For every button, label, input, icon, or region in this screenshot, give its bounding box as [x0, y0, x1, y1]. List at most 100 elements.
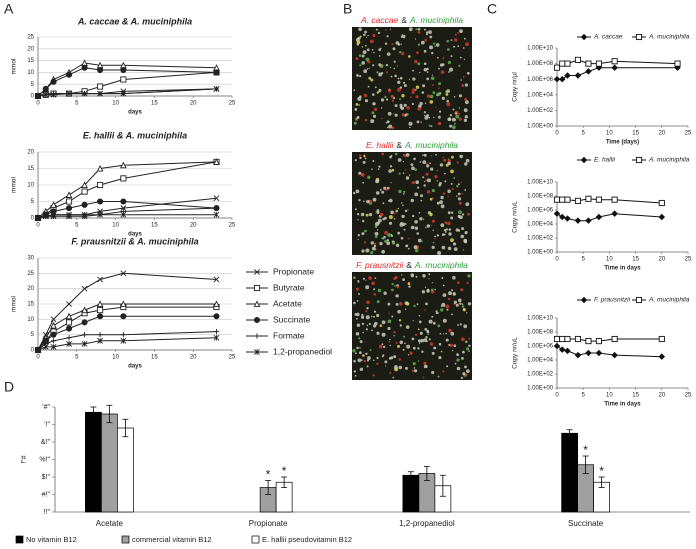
cell	[354, 208, 357, 211]
cell	[445, 332, 448, 335]
cell	[378, 72, 383, 77]
cell	[445, 93, 449, 96]
cell	[399, 103, 403, 107]
cell	[458, 64, 461, 67]
cell	[373, 244, 377, 248]
cell	[447, 297, 451, 301]
x-tick-label: 10	[112, 101, 119, 107]
cell	[367, 85, 370, 88]
y-axis-label: Copy nr/uL	[512, 337, 519, 369]
error-bar	[598, 476, 605, 488]
cell	[412, 214, 415, 218]
point	[97, 66, 104, 74]
cell	[394, 104, 398, 108]
cell	[457, 31, 460, 34]
cell	[368, 67, 370, 69]
cell	[419, 331, 423, 335]
cell	[465, 158, 470, 163]
cell	[468, 338, 470, 340]
cell	[447, 246, 452, 251]
y-tick-label: 20	[27, 286, 34, 292]
cell	[425, 336, 428, 339]
series-line	[37, 337, 217, 351]
cell	[465, 42, 469, 46]
cell	[468, 350, 470, 352]
legend-marker	[580, 33, 588, 41]
cell	[390, 66, 392, 69]
x-tick-label: 5	[582, 131, 586, 137]
point	[120, 211, 127, 218]
cell	[358, 293, 360, 295]
cell	[416, 120, 420, 124]
cell	[387, 233, 392, 237]
cell	[438, 342, 442, 346]
cell	[386, 239, 389, 242]
y-axis-label: mmol	[11, 296, 18, 312]
y-tick-label: 0	[31, 348, 35, 354]
cell	[389, 371, 392, 374]
cell	[359, 64, 362, 67]
cell	[398, 172, 401, 175]
cell	[386, 241, 391, 246]
cell	[428, 338, 431, 341]
cell	[400, 106, 405, 111]
cell	[383, 291, 387, 295]
x-tick-label: 10	[112, 223, 119, 229]
y-tick-label: 1.00E+02	[527, 372, 554, 378]
cell	[447, 158, 450, 160]
cell	[455, 114, 460, 119]
cell	[369, 349, 372, 351]
cell	[412, 88, 416, 92]
series-line	[37, 272, 217, 351]
cell	[407, 282, 411, 286]
cell	[367, 34, 369, 37]
cell	[429, 35, 433, 39]
cell	[456, 161, 459, 164]
bar	[561, 432, 578, 513]
cell	[373, 51, 375, 54]
cell	[403, 335, 406, 338]
cell	[438, 115, 441, 119]
series-line	[37, 161, 217, 219]
cell	[424, 286, 427, 288]
cell	[393, 67, 396, 70]
significance: *	[599, 464, 604, 478]
error-bar	[407, 471, 414, 480]
point	[585, 60, 592, 67]
cell	[456, 358, 460, 362]
cell	[425, 33, 428, 36]
cell	[400, 236, 404, 240]
cell	[447, 159, 451, 163]
cell	[430, 225, 432, 227]
cell	[370, 241, 374, 245]
cell	[376, 28, 378, 31]
point	[611, 58, 618, 65]
cell	[398, 319, 402, 322]
bar	[117, 427, 134, 513]
cell	[396, 285, 400, 289]
cell	[440, 308, 444, 312]
chart-title: A. caccae & A. muciniphila	[77, 16, 192, 26]
cell	[429, 197, 433, 201]
x-tick-label: 5	[582, 393, 586, 399]
cell	[372, 160, 375, 162]
cell	[435, 43, 440, 47]
point	[564, 72, 571, 79]
point	[66, 340, 72, 347]
cell	[399, 324, 402, 327]
cell	[384, 95, 387, 99]
cell	[416, 51, 419, 54]
cell	[453, 247, 458, 252]
cell	[405, 169, 407, 171]
cell	[424, 114, 426, 117]
cell	[462, 47, 465, 49]
legend-label: E. hallii pseudovitamin B12	[262, 535, 352, 544]
cell	[394, 113, 398, 117]
point	[595, 349, 603, 357]
legend-marker	[253, 316, 261, 324]
cell	[446, 89, 451, 93]
series-line	[37, 214, 217, 219]
cell	[466, 369, 470, 373]
cell	[435, 310, 438, 313]
cell	[378, 55, 381, 57]
